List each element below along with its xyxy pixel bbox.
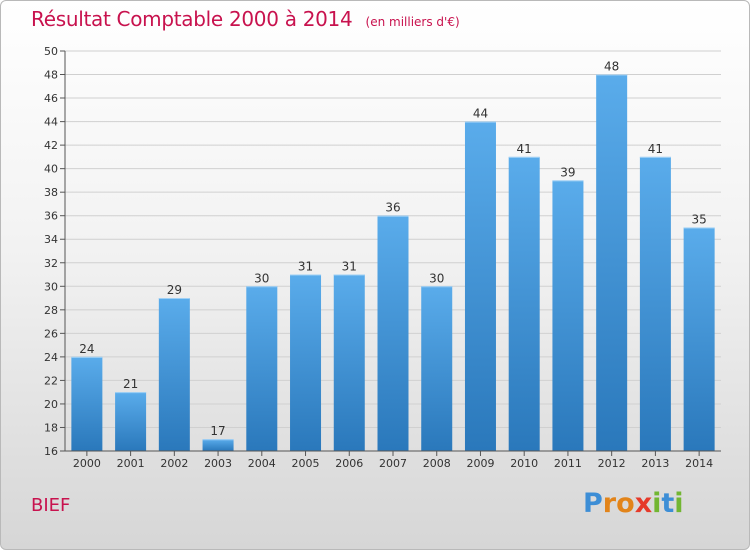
x-tick-label: 2006 — [335, 457, 363, 470]
bar-2014 — [683, 227, 715, 451]
bar-2000 — [71, 356, 103, 451]
bar-2003 — [202, 439, 234, 451]
chart-subtitle: (en milliers d'€) — [365, 15, 460, 29]
y-tick-label: 34 — [44, 233, 58, 246]
bar-value-label: 35 — [691, 212, 706, 226]
bar-value-label: 41 — [648, 142, 663, 156]
y-tick-label: 20 — [44, 398, 58, 411]
logo-letter: r — [602, 488, 617, 519]
bar-value-label: 44 — [473, 107, 488, 121]
y-tick-label: 22 — [44, 374, 58, 387]
x-tick-label: 2012 — [598, 457, 626, 470]
logo-letter: t — [661, 488, 675, 519]
x-tick-label: 2008 — [423, 457, 451, 470]
bar-value-label: 39 — [560, 165, 575, 179]
logo-letter: i — [652, 488, 662, 519]
y-tick-label: 18 — [44, 421, 58, 434]
bar-value-label: 31 — [298, 260, 313, 274]
y-tick-label: 50 — [44, 45, 58, 58]
bar-value-label: 41 — [517, 142, 532, 156]
x-tick-label: 2005 — [292, 457, 320, 470]
bar-2002 — [158, 298, 190, 451]
logo-letter: i — [674, 488, 684, 519]
bar-2012 — [596, 74, 628, 451]
x-tick-label: 2009 — [466, 457, 494, 470]
bar-value-label: 29 — [167, 283, 182, 297]
bar-2004 — [246, 286, 278, 451]
bar-value-label: 30 — [254, 271, 269, 285]
y-tick-label: 24 — [44, 351, 58, 364]
x-tick-label: 2010 — [510, 457, 538, 470]
logo-letter: x — [634, 488, 653, 519]
bar-value-label: 31 — [342, 260, 357, 274]
y-tick-label: 38 — [44, 186, 58, 199]
x-tick-label: 2001 — [117, 457, 145, 470]
y-tick-label: 32 — [44, 257, 58, 270]
axis-layer: 16 18 20 22 24 26 28 30 32 34 36 38 40 42 44 46 48 50 2000… — [44, 45, 721, 470]
bar-value-label: 48 — [604, 60, 619, 74]
x-tick-label: 2003 — [204, 457, 232, 470]
proxiti-logo: Proxiti — [583, 488, 684, 519]
bar-2008 — [421, 286, 453, 451]
x-tick-label: 2000 — [73, 457, 101, 470]
bar-2005 — [290, 274, 322, 451]
bar-2001 — [115, 392, 147, 451]
y-tick-label: 40 — [44, 163, 58, 176]
bar-2013 — [639, 156, 671, 451]
bar-2009 — [464, 121, 496, 452]
bar-2007 — [377, 215, 409, 451]
x-tick-label: 2014 — [685, 457, 713, 470]
bar-value-label: 17 — [210, 424, 225, 438]
bar-2006 — [333, 274, 365, 451]
y-tick-label: 36 — [44, 210, 58, 223]
chart-title-block: Résultat Comptable 2000 à 2014 (en milli… — [31, 7, 460, 31]
x-tick-label: 2013 — [641, 457, 669, 470]
x-tick-label: 2002 — [160, 457, 188, 470]
x-tick-label: 2004 — [248, 457, 276, 470]
commune-name: BIEF — [31, 495, 71, 516]
bar-value-label: 24 — [79, 342, 94, 356]
y-tick-label: 48 — [44, 69, 58, 82]
bar-2011 — [552, 180, 584, 452]
x-tick-label: 2011 — [554, 457, 582, 470]
chart-title: Résultat Comptable 2000 à 2014 — [31, 7, 353, 31]
x-tick-label: 2007 — [379, 457, 407, 470]
bar-value-label: 21 — [123, 377, 138, 391]
y-tick-label: 42 — [44, 139, 58, 152]
y-tick-label: 16 — [44, 445, 58, 458]
bar-value-label: 30 — [429, 271, 444, 285]
y-tick-label: 30 — [44, 280, 58, 293]
y-tick-label: 26 — [44, 327, 58, 340]
y-tick-label: 28 — [44, 304, 58, 317]
y-tick-label: 46 — [44, 92, 58, 105]
y-tick-label: 44 — [44, 116, 58, 129]
bar-value-label: 36 — [385, 201, 400, 215]
bar-layer: 24 21 29 17 30 31 31 36 30 44 41 39 48 41 35 — [71, 60, 715, 452]
logo-letter: P — [583, 488, 603, 519]
bar-2010 — [508, 156, 540, 451]
logo-letter: o — [616, 488, 635, 519]
